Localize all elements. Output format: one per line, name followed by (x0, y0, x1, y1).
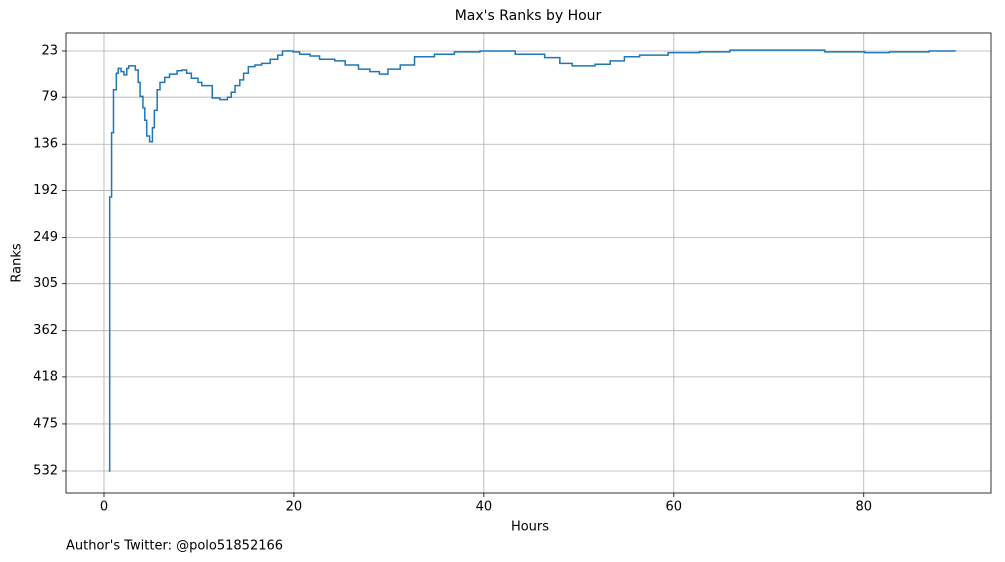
x-tick-label: 60 (666, 500, 683, 515)
x-tick-label: 20 (286, 500, 303, 515)
x-axis-label: Hours (511, 520, 549, 535)
y-tick-label: 249 (33, 230, 58, 245)
x-tick-label: 80 (855, 500, 872, 515)
x-tick-label: 40 (476, 500, 493, 515)
y-tick-label: 79 (41, 90, 58, 105)
footer-note: Author's Twitter: @polo51852166 (66, 539, 283, 554)
y-tick-label: 23 (41, 43, 58, 58)
y-tick-label: 305 (33, 276, 58, 291)
y-tick-label: 418 (33, 369, 58, 384)
plot-frame (65, 32, 992, 494)
rank-line (108, 49, 956, 472)
y-tick-label: 136 (33, 137, 58, 152)
y-tick-label: 362 (33, 323, 58, 338)
chart-title: Max's Ranks by Hour (455, 8, 602, 24)
y-axis-label: Ranks (10, 243, 25, 282)
y-tick-label: 475 (33, 416, 58, 431)
y-tick-label: 192 (33, 183, 58, 198)
y-tick-label: 532 (33, 463, 58, 478)
x-tick-label: 0 (100, 500, 108, 515)
